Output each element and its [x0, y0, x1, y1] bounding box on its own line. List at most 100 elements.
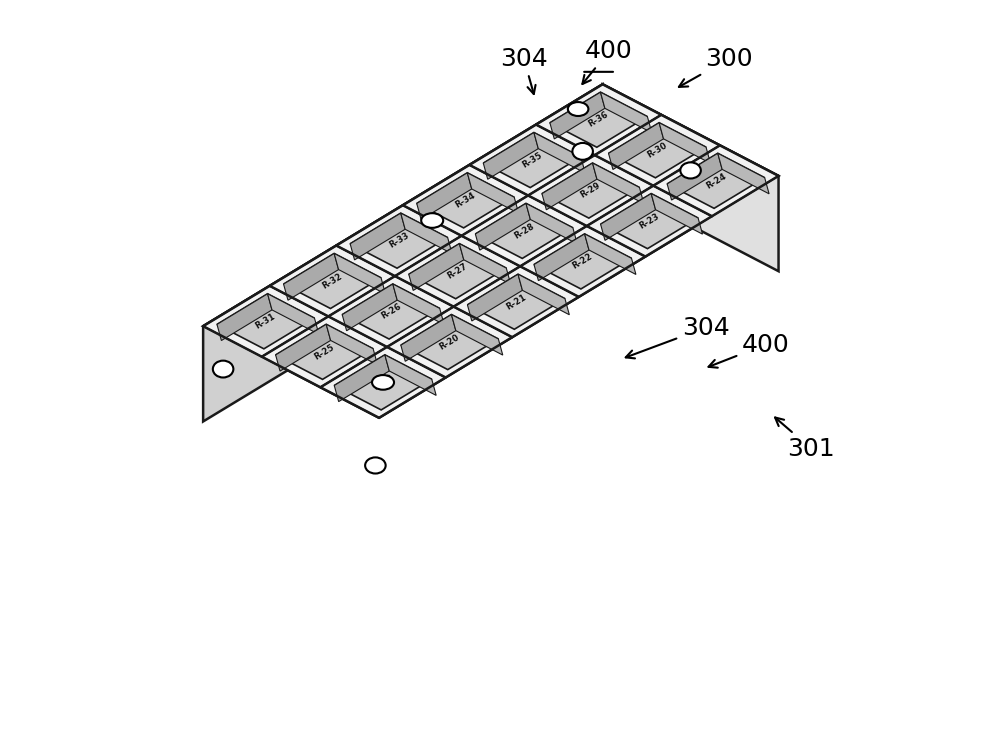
- Polygon shape: [336, 205, 462, 276]
- Polygon shape: [609, 122, 706, 178]
- Polygon shape: [603, 84, 779, 271]
- Polygon shape: [483, 133, 538, 180]
- Polygon shape: [593, 163, 644, 204]
- Polygon shape: [475, 203, 573, 259]
- Polygon shape: [268, 294, 319, 334]
- Polygon shape: [534, 234, 589, 281]
- Polygon shape: [518, 274, 569, 314]
- Text: 304: 304: [500, 47, 548, 94]
- Text: R-23: R-23: [638, 212, 661, 231]
- Polygon shape: [350, 213, 448, 268]
- Polygon shape: [401, 213, 452, 254]
- Polygon shape: [585, 234, 636, 274]
- Polygon shape: [320, 347, 446, 418]
- Polygon shape: [217, 294, 315, 349]
- Text: R-32: R-32: [321, 271, 344, 290]
- Polygon shape: [217, 294, 272, 341]
- Polygon shape: [483, 133, 581, 188]
- Ellipse shape: [421, 213, 443, 228]
- Polygon shape: [403, 165, 528, 236]
- Polygon shape: [203, 84, 603, 421]
- Polygon shape: [526, 203, 577, 244]
- Text: R-33: R-33: [387, 231, 410, 250]
- Polygon shape: [534, 133, 585, 173]
- Polygon shape: [342, 284, 397, 331]
- Polygon shape: [342, 284, 440, 339]
- Polygon shape: [534, 234, 632, 289]
- Text: 400: 400: [709, 333, 790, 368]
- Text: R-27: R-27: [446, 262, 469, 281]
- Polygon shape: [401, 314, 456, 361]
- Polygon shape: [651, 194, 703, 234]
- Polygon shape: [276, 324, 331, 371]
- Polygon shape: [667, 153, 722, 200]
- Polygon shape: [587, 185, 712, 257]
- Text: R-20: R-20: [438, 333, 461, 352]
- Polygon shape: [528, 155, 653, 226]
- Text: R-26: R-26: [379, 302, 403, 321]
- Polygon shape: [542, 163, 597, 210]
- Polygon shape: [395, 236, 520, 306]
- Polygon shape: [462, 196, 587, 266]
- Polygon shape: [409, 243, 506, 299]
- Text: 300: 300: [679, 47, 753, 87]
- Polygon shape: [653, 145, 779, 216]
- Polygon shape: [459, 243, 511, 284]
- Polygon shape: [536, 84, 661, 155]
- Polygon shape: [601, 194, 698, 248]
- Ellipse shape: [572, 143, 593, 160]
- Text: R-31: R-31: [254, 312, 277, 331]
- Polygon shape: [393, 284, 444, 325]
- Text: R-28: R-28: [512, 221, 536, 240]
- Polygon shape: [284, 254, 339, 301]
- Polygon shape: [467, 274, 522, 321]
- Text: R-34: R-34: [454, 191, 477, 210]
- Text: R-30: R-30: [646, 141, 669, 160]
- Polygon shape: [276, 324, 373, 380]
- Text: R-24: R-24: [704, 172, 728, 191]
- Ellipse shape: [372, 375, 394, 390]
- Polygon shape: [334, 355, 432, 410]
- Polygon shape: [467, 173, 519, 213]
- Polygon shape: [718, 153, 769, 194]
- Text: 304: 304: [626, 316, 730, 358]
- Polygon shape: [334, 355, 389, 402]
- Polygon shape: [467, 274, 565, 329]
- Polygon shape: [609, 122, 664, 169]
- Polygon shape: [401, 314, 498, 369]
- Polygon shape: [203, 286, 328, 357]
- Polygon shape: [469, 125, 595, 196]
- Text: R-29: R-29: [579, 181, 602, 200]
- Polygon shape: [262, 317, 387, 387]
- Text: R-36: R-36: [587, 110, 610, 129]
- Polygon shape: [454, 266, 579, 337]
- Polygon shape: [203, 84, 779, 418]
- Text: R-25: R-25: [313, 342, 336, 361]
- Text: R-35: R-35: [520, 150, 544, 169]
- Polygon shape: [520, 226, 645, 297]
- Polygon shape: [595, 115, 720, 185]
- Polygon shape: [659, 122, 710, 163]
- Polygon shape: [334, 254, 385, 294]
- Polygon shape: [550, 92, 605, 139]
- Polygon shape: [475, 203, 530, 250]
- Ellipse shape: [568, 102, 588, 116]
- Polygon shape: [270, 246, 395, 317]
- Ellipse shape: [213, 361, 233, 377]
- Polygon shape: [385, 355, 436, 395]
- Polygon shape: [387, 306, 512, 377]
- Polygon shape: [350, 213, 405, 260]
- Polygon shape: [326, 324, 378, 365]
- Polygon shape: [328, 276, 454, 347]
- Ellipse shape: [680, 163, 701, 179]
- Polygon shape: [417, 173, 472, 220]
- Polygon shape: [409, 243, 464, 290]
- Text: R-19: R-19: [371, 373, 395, 392]
- Text: 301: 301: [775, 418, 835, 460]
- Polygon shape: [542, 163, 639, 218]
- Polygon shape: [284, 254, 381, 309]
- Polygon shape: [667, 153, 765, 208]
- Ellipse shape: [365, 457, 386, 474]
- Polygon shape: [550, 92, 647, 147]
- Polygon shape: [451, 314, 503, 355]
